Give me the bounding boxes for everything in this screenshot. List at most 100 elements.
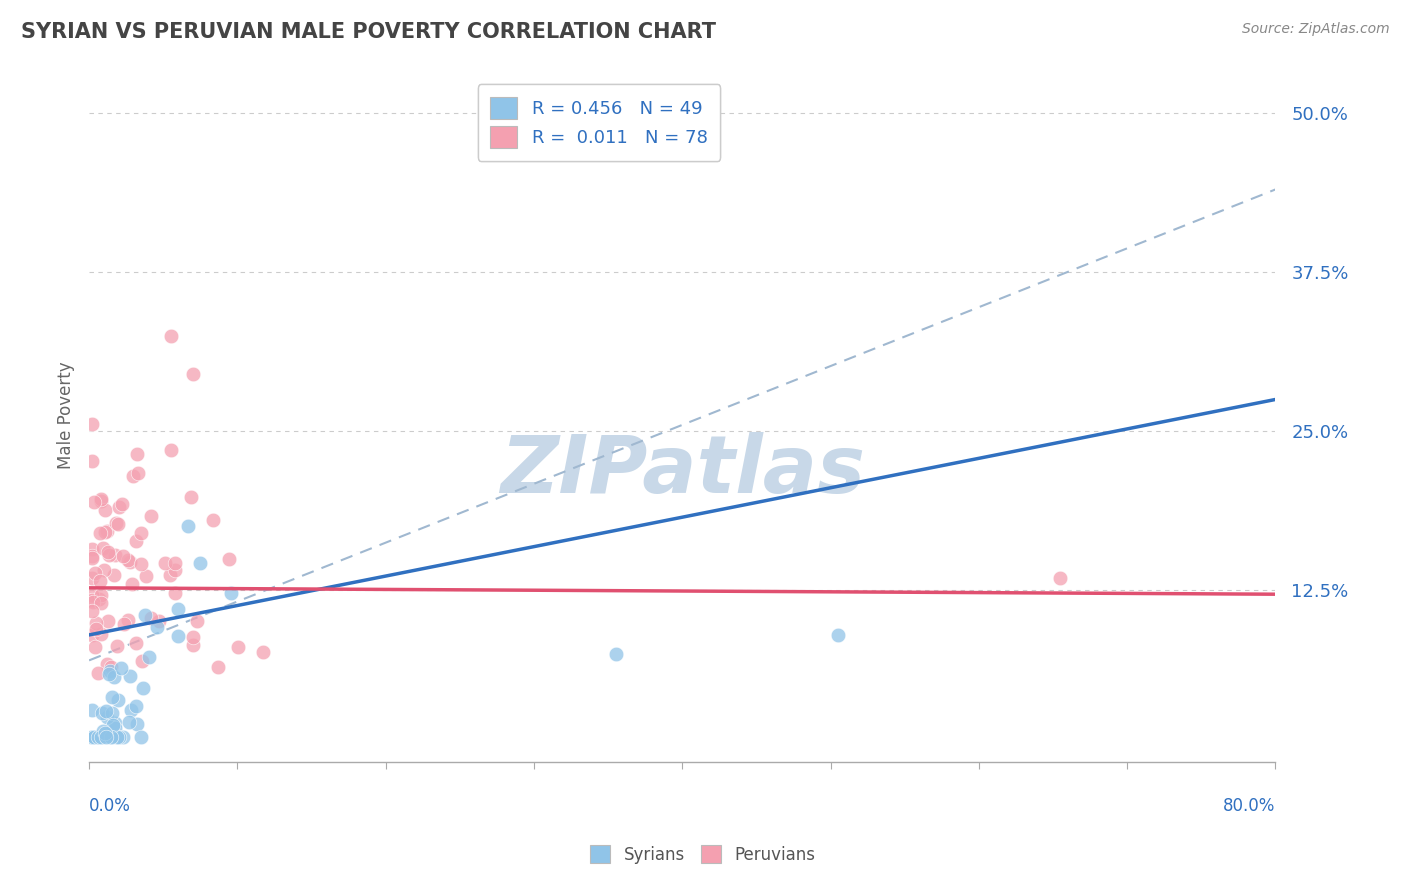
Point [94,503,117,517]
Point [117,553,139,567]
Point [84,640,107,654]
Point [96,524,118,539]
Point [163,563,186,577]
Point [111,497,134,511]
Point [90,627,112,641]
Point [107,517,129,532]
Text: 80.0%: 80.0% [1223,797,1275,815]
Point [159,443,181,458]
Point [186,614,208,628]
Point [145,619,167,633]
Point [80,549,103,563]
Point [97,667,120,681]
Point [167,629,190,643]
Point [129,557,152,571]
Point [117,614,139,628]
Point [105,639,128,653]
Point [80,593,103,607]
Point [188,557,211,571]
Point [89,574,111,589]
Point [148,615,170,629]
Point [94,524,117,539]
Point [135,569,157,583]
Point [89,592,111,607]
Point [82,595,104,609]
Point [100,730,122,744]
Point [228,640,250,654]
Point [89,526,111,541]
Point [129,526,152,541]
Text: ZIPatlas: ZIPatlas [499,432,865,510]
Point [80,454,103,468]
Point [80,703,103,717]
Point [80,730,103,744]
Legend: R = 0.456   N = 49, R =  0.011   N = 78: R = 0.456 N = 49, R = 0.011 N = 78 [478,85,720,161]
Point [111,549,134,564]
Point [103,670,125,684]
Point [80,730,103,744]
Point [94,726,117,740]
Point [218,552,240,566]
Point [827,628,849,642]
Point [125,699,148,714]
Point [83,730,105,744]
Point [80,541,103,556]
Point [90,730,112,744]
Point [120,669,142,683]
Point [90,588,112,602]
Point [122,469,145,483]
Point [101,706,124,720]
Point [91,724,114,739]
Point [110,661,132,675]
Point [90,596,112,610]
Point [112,730,135,744]
Point [159,567,181,582]
Point [97,545,120,559]
Point [80,571,103,585]
Point [165,586,187,600]
Point [201,513,224,527]
Y-axis label: Male Poverty: Male Poverty [58,361,75,469]
Point [163,556,186,570]
Point [87,665,110,680]
Point [120,703,142,717]
Point [181,630,204,644]
Point [105,730,128,744]
Point [105,516,128,530]
Point [94,704,117,718]
Point [90,706,112,720]
Point [90,730,112,744]
Point [125,717,148,731]
Point [87,730,110,744]
Point [104,721,127,735]
Point [207,660,229,674]
Point [1049,571,1071,585]
Point [134,607,156,622]
Point [252,645,274,659]
Point [83,495,105,509]
Point [96,657,118,671]
Point [125,636,148,650]
Point [177,519,200,533]
Point [180,490,202,504]
Point [181,638,204,652]
Point [96,728,118,742]
Point [82,628,104,642]
Point [82,604,104,618]
Point [127,447,149,461]
Point [80,417,103,431]
Point [100,730,122,744]
Point [127,467,149,481]
Point [107,500,129,515]
Text: 0.0%: 0.0% [89,797,131,815]
Point [120,555,142,569]
Point [138,650,160,665]
Point [93,564,115,578]
Point [181,367,204,381]
Point [118,715,141,730]
Point [103,568,125,582]
Point [84,622,107,636]
Point [605,647,627,661]
Text: Source: ZipAtlas.com: Source: ZipAtlas.com [1241,22,1389,37]
Point [104,715,127,730]
